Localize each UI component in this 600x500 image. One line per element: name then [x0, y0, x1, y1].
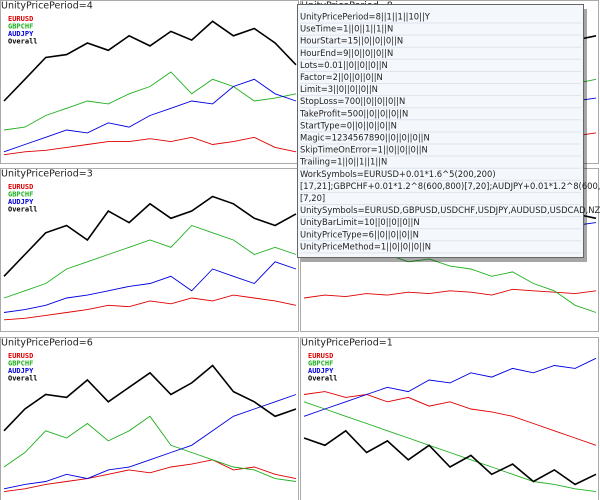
series-line: [3, 71, 297, 131]
tooltip-line: UnityPriceType=6||0||0||0||N: [300, 229, 419, 239]
tooltip-line: StartType=0||0||0||0||N: [300, 120, 397, 130]
legend-entry: GBPCHF: [8, 191, 33, 199]
tooltip-line: Magic=1234567890||0||0||0||N: [300, 133, 430, 143]
panel-frame: [300, 337, 599, 500]
tooltip-line: HourEnd=9||0||0||0||N: [300, 48, 393, 58]
tooltip-line: Lots=0.01||0||0||0||N: [300, 60, 388, 70]
legend-entry: AUDJPY: [308, 367, 334, 375]
series-line: [3, 78, 297, 153]
chart-panel: UnityPricePeriod=3 EURUSDGBPCHFAUDJPYOver…: [0, 168, 299, 332]
chart-panel: UnityPricePeriod=6 EURUSDGBPCHFAUDJPYOver…: [0, 337, 299, 500]
series-line: [303, 401, 597, 493]
panel-title: UnityPricePeriod=4: [1, 1, 93, 12]
legend-entry: EURUSD: [308, 352, 333, 360]
tooltip-line: UnityBarLimit=10||0||0||0||N: [300, 217, 420, 227]
legend-entry: GBPCHF: [308, 360, 333, 368]
tooltip-line: SkipTimeOnError=1||0||0||0||N: [300, 145, 428, 155]
chart-panel: UnityPricePeriod=4 EURUSDGBPCHFAUDJPYOver…: [0, 0, 299, 164]
panel-frame: [0, 0, 299, 164]
series-line: [303, 391, 597, 446]
tooltip-line: HourStart=15||0||0||0||N: [300, 36, 403, 46]
series-line: [3, 195, 297, 277]
legend-entry: AUDJPY: [8, 30, 34, 38]
chart-panel: UnityPricePeriod=1 EURUSDGBPCHFAUDJPYOver…: [300, 337, 599, 500]
panel-frame: [0, 337, 299, 500]
panel-title: UnityPricePeriod=6: [1, 338, 93, 349]
legend-entry: GBPCHF: [8, 360, 33, 368]
tooltip-line: WorkSymbols=EURUSD+0.01*1.6^5(200,200): [300, 169, 496, 179]
legend-entry: Overall: [8, 38, 38, 46]
series-line: [303, 357, 597, 417]
tooltip-line: [17,21];GBPCHF+0.01*1.2^8(600,800)[7,20]…: [300, 181, 600, 191]
tooltip-line: Factor=2||0||0||0||N: [300, 72, 383, 82]
panel-title: UnityPricePeriod=1: [301, 338, 393, 349]
series-line: [3, 364, 297, 432]
series-line: [3, 415, 297, 482]
panel-frame: [0, 168, 299, 332]
tooltip: UnityPricePeriod=8||1||1||10||Y UseTime=1…: [297, 4, 600, 262]
tooltip-line: [7,20]: [300, 193, 325, 203]
panel-title: UnityPricePeriod=3: [1, 169, 93, 180]
series-line: [3, 136, 297, 156]
legend-entry: Overall: [308, 375, 338, 383]
legend-entry: AUDJPY: [8, 367, 34, 375]
series-line: [303, 288, 597, 299]
series-line: [3, 394, 297, 490]
series-line: [3, 20, 297, 102]
legend-entry: EURUSD: [8, 15, 33, 23]
tooltip-line: UnitySymbols=EURUSD,GBPUSD,USDCHF,USDJPY…: [300, 205, 600, 215]
tooltip-line: UnityPricePeriod=8||1||1||10||Y: [300, 12, 431, 22]
series-line: [303, 429, 597, 486]
tooltip-line: UnityPriceMethod=1||0||0||0||N: [300, 241, 431, 251]
legend-entry: Overall: [8, 206, 38, 214]
tooltip-line: TakeProfit=500||0||0||0||N: [299, 108, 408, 118]
series-line: [3, 261, 297, 313]
tooltip-line: StopLoss=700||0||0||0||N: [300, 96, 405, 106]
tooltip-box: [297, 4, 584, 258]
tooltip-line: Limit=3||0||0||0||N: [300, 84, 378, 94]
series-line: [3, 224, 297, 299]
legend-entry: EURUSD: [8, 352, 33, 360]
tooltip-line: Trailing=1||0||1||1||N: [299, 157, 387, 167]
tooltip-line: UseTime=1||0||1||1||N: [300, 24, 393, 34]
series-line: [3, 459, 297, 493]
series-line: [3, 294, 297, 321]
legend-entry: GBPCHF: [8, 23, 33, 31]
legend-entry: EURUSD: [8, 183, 33, 191]
legend-entry: AUDJPY: [8, 198, 34, 206]
legend-entry: Overall: [8, 375, 38, 383]
